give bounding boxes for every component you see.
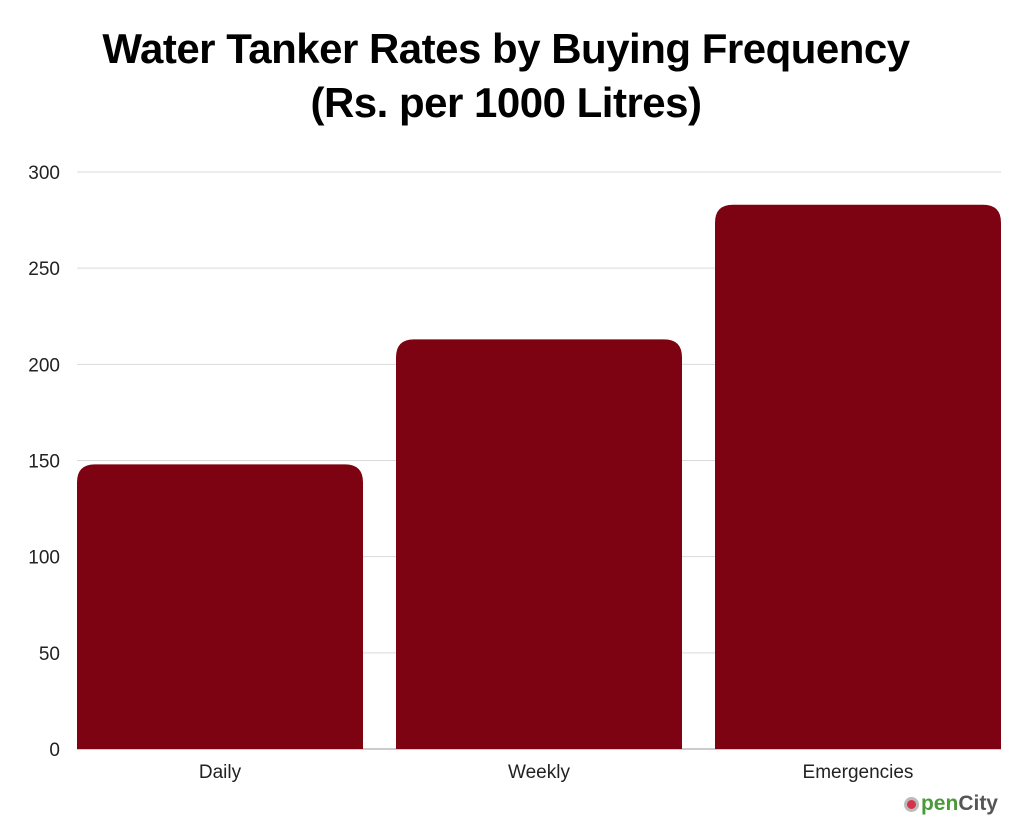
y-tick-label: 200 [28,355,60,376]
logo-circle-icon [903,796,919,812]
opencity-logo: pen City [903,792,998,816]
y-tick-label: 100 [28,548,60,569]
chart-title: Water Tanker Rates by Buying Frequency (… [0,22,1012,130]
bar-emergencies [715,204,1001,750]
y-tick-label: 150 [28,452,60,473]
x-tick-label: Daily [199,762,242,783]
x-tick-label: Weekly [508,762,570,783]
bar-daily [77,464,363,749]
y-tick-label: 50 [39,644,60,665]
bar-weekly [396,339,682,749]
chart-title-line2: (Rs. per 1000 Litres) [310,79,702,126]
chart-title-line1: Water Tanker Rates by Buying Frequency [102,25,910,72]
y-tick-label: 300 [28,163,60,184]
y-tick-label: 0 [49,740,60,761]
y-tick-label: 250 [28,259,60,280]
x-tick-label: Emergencies [803,762,914,783]
